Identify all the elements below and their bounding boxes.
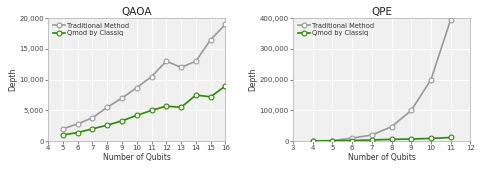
Y-axis label: Depth: Depth (8, 68, 17, 91)
Traditional Method (369, 134, 375, 136)
Traditional Method (223, 23, 228, 25)
Traditional Method (89, 117, 95, 119)
Qmod by Classiq (178, 106, 184, 108)
Qmod by Classiq (75, 131, 81, 134)
Qmod by Classiq (149, 109, 155, 111)
Qmod by Classiq (119, 120, 125, 122)
Traditional Method (149, 75, 155, 78)
Qmod by Classiq (89, 128, 95, 130)
Traditional Method (428, 79, 434, 81)
Qmod by Classiq (60, 134, 66, 136)
Qmod by Classiq (349, 140, 355, 142)
Traditional Method (408, 109, 414, 111)
Traditional Method (208, 39, 214, 41)
Qmod by Classiq (193, 94, 199, 96)
Qmod by Classiq (369, 139, 375, 141)
Traditional Method (389, 126, 395, 128)
Traditional Method (75, 123, 81, 125)
Qmod by Classiq (223, 85, 228, 87)
Qmod by Classiq (389, 138, 395, 140)
Line: Traditional Method: Traditional Method (60, 22, 228, 131)
Line: Qmod by Classiq: Qmod by Classiq (310, 135, 453, 144)
Legend: Traditional Method, Qmod by Classiq: Traditional Method, Qmod by Classiq (296, 21, 375, 38)
Title: QPE: QPE (371, 7, 392, 17)
Qmod by Classiq (104, 124, 110, 126)
Y-axis label: Depth: Depth (249, 68, 257, 91)
Title: QAOA: QAOA (121, 7, 152, 17)
Qmod by Classiq (408, 138, 414, 140)
Qmod by Classiq (448, 136, 454, 139)
Qmod by Classiq (428, 137, 434, 140)
X-axis label: Number of Qubits: Number of Qubits (348, 153, 416, 162)
Traditional Method (134, 87, 140, 89)
X-axis label: Number of Qubits: Number of Qubits (103, 153, 171, 162)
Traditional Method (349, 137, 355, 139)
Qmod by Classiq (208, 96, 214, 98)
Legend: Traditional Method, Qmod by Classiq: Traditional Method, Qmod by Classiq (51, 21, 130, 38)
Traditional Method (163, 60, 169, 62)
Qmod by Classiq (310, 140, 315, 142)
Traditional Method (329, 140, 335, 142)
Traditional Method (310, 140, 315, 142)
Qmod by Classiq (163, 105, 169, 107)
Qmod by Classiq (134, 114, 140, 116)
Traditional Method (178, 66, 184, 68)
Traditional Method (60, 128, 66, 130)
Qmod by Classiq (329, 140, 335, 142)
Traditional Method (193, 60, 199, 62)
Line: Traditional Method: Traditional Method (310, 17, 453, 143)
Line: Qmod by Classiq: Qmod by Classiq (60, 83, 228, 137)
Traditional Method (104, 106, 110, 108)
Traditional Method (448, 18, 454, 21)
Traditional Method (119, 97, 125, 99)
